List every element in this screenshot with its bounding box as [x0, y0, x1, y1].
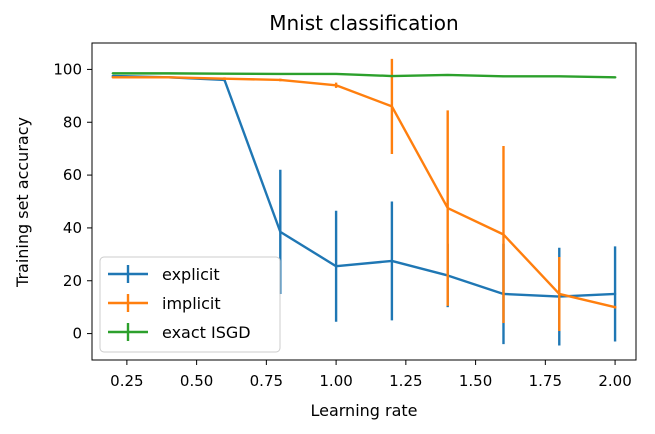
legend-label-exact-isgd: exact ISGD [162, 323, 251, 342]
y-tick-label: 0 [72, 325, 82, 343]
y-tick-label: 80 [63, 113, 82, 131]
legend-frame [99, 256, 281, 353]
legend-label-implicit: implicit [162, 294, 221, 313]
series-implicit [111, 58, 617, 331]
y-axis-label: Training set accuracy [13, 117, 32, 288]
x-tick-label: 1.75 [529, 372, 562, 390]
series-exact-isgd [111, 72, 617, 79]
x-axis-label: Learning rate [310, 401, 417, 420]
y-tick-label: 40 [63, 219, 82, 237]
x-tick-label: 0.50 [180, 372, 213, 390]
legend-label-explicit: explicit [162, 265, 220, 284]
x-axis-ticks: 0.25 0.50 0.75 1.00 1.25 1.50 1.75 2.00 [110, 360, 632, 390]
series-layer [111, 58, 617, 346]
legend: explicit implicit exact ISGD [99, 256, 281, 353]
y-tick-label: 20 [63, 272, 82, 290]
x-tick-label: 1.50 [459, 372, 492, 390]
y-tick-label: 100 [53, 60, 82, 78]
x-tick-label: 0.25 [110, 372, 143, 390]
series-line-exact-isgd [111, 72, 617, 79]
y-tick-label: 60 [63, 166, 82, 184]
x-tick-label: 1.00 [319, 372, 352, 390]
plot-frame [91, 42, 637, 361]
x-tick-label: 0.75 [250, 372, 283, 390]
series-line-implicit [111, 76, 617, 309]
x-tick-label: 2.00 [598, 372, 631, 390]
chart-title: Mnist classification [269, 11, 458, 35]
legend-item-explicit: explicit [108, 265, 220, 284]
legend-item-implicit: implicit [108, 294, 221, 313]
legend-item-exact-isgd: exact ISGD [108, 323, 251, 342]
x-tick-label: 1.25 [389, 372, 422, 390]
y-axis-ticks: 0 20 40 60 80 100 [53, 60, 92, 343]
